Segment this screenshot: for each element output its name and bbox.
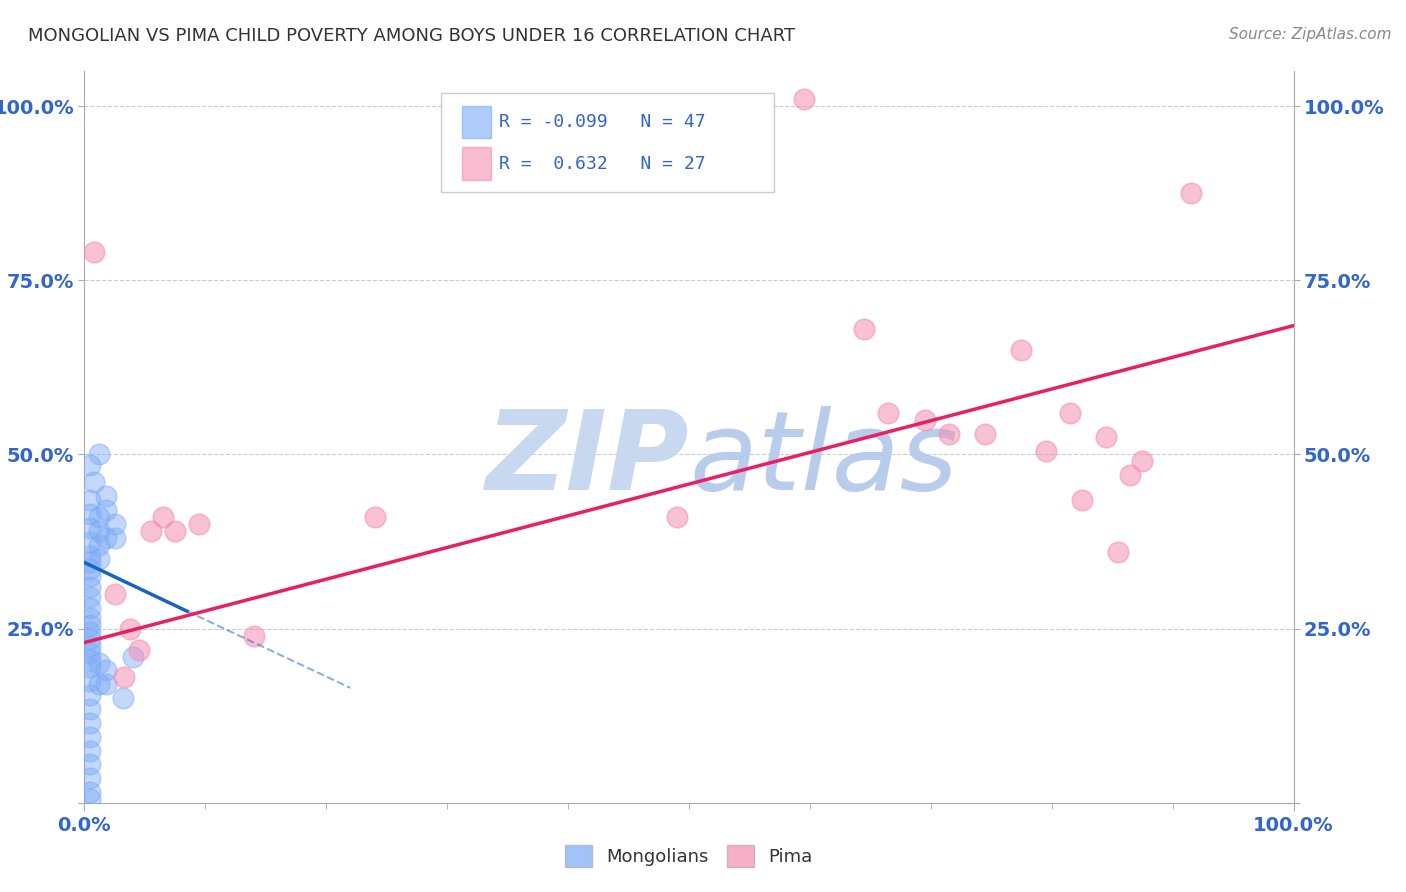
Text: atlas: atlas [689,406,957,513]
Point [79,639,101,653]
Text: Source: ZipAtlas.com: Source: ZipAtlas.com [1229,27,1392,42]
Point [242,629,264,643]
Point [974,426,997,441]
Point [665,510,688,524]
Point [79,625,101,640]
Point [79,569,101,583]
Point [79,743,101,757]
Point [79,507,101,521]
Text: R = -0.099   N = 47: R = -0.099 N = 47 [499,112,706,131]
Point [79,618,101,632]
Point [112,691,135,706]
Point [79,534,101,549]
Point [87,677,110,691]
Point [79,653,101,667]
Point [79,757,101,772]
Point [79,792,101,806]
FancyBboxPatch shape [441,94,773,192]
Point [94,677,117,691]
Point [79,458,101,472]
Point [1059,406,1081,420]
Point [853,322,876,336]
Point [79,591,101,605]
Point [1132,454,1154,468]
Point [79,688,101,702]
Point [79,730,101,744]
Point [128,642,150,657]
Point [79,702,101,716]
Point [79,600,101,615]
Point [87,510,110,524]
Point [79,580,101,594]
Point [1035,444,1057,458]
Point [94,531,117,545]
Point [79,562,101,576]
Point [87,524,110,538]
Point [83,475,105,490]
Point [914,412,936,426]
Point [1180,186,1202,201]
Point [877,406,900,420]
FancyBboxPatch shape [461,147,491,179]
Point [112,670,135,684]
Point [83,245,105,260]
Point [79,673,101,688]
Legend: Mongolians, Pima: Mongolians, Pima [565,845,813,867]
Point [104,517,127,532]
Point [1119,468,1142,483]
Point [104,531,127,545]
Point [165,524,187,538]
Text: MONGOLIAN VS PIMA CHILD POVERTY AMONG BOYS UNDER 16 CORRELATION CHART: MONGOLIAN VS PIMA CHILD POVERTY AMONG BO… [28,27,796,45]
Point [79,556,101,570]
Point [363,510,385,524]
Point [79,785,101,799]
Point [121,649,143,664]
FancyBboxPatch shape [461,106,491,138]
Point [79,611,101,625]
Point [79,549,101,563]
Point [79,632,101,646]
Point [79,660,101,674]
Point [79,715,101,730]
Point [87,657,110,671]
Point [87,552,110,566]
Point [79,492,101,507]
Point [104,587,127,601]
Point [1011,343,1033,357]
Point [79,521,101,535]
Point [79,772,101,786]
Point [152,510,174,524]
Text: ZIP: ZIP [485,406,689,513]
Point [94,503,117,517]
Point [139,524,162,538]
Point [1071,492,1094,507]
Point [94,489,117,503]
Point [120,622,142,636]
Point [1095,430,1118,444]
Point [793,92,815,106]
Point [87,538,110,552]
Point [94,664,117,678]
Text: R =  0.632   N = 27: R = 0.632 N = 27 [499,154,706,172]
Point [79,646,101,660]
Point [1107,545,1129,559]
Point [938,426,960,441]
Point [87,448,110,462]
Point [188,517,211,532]
